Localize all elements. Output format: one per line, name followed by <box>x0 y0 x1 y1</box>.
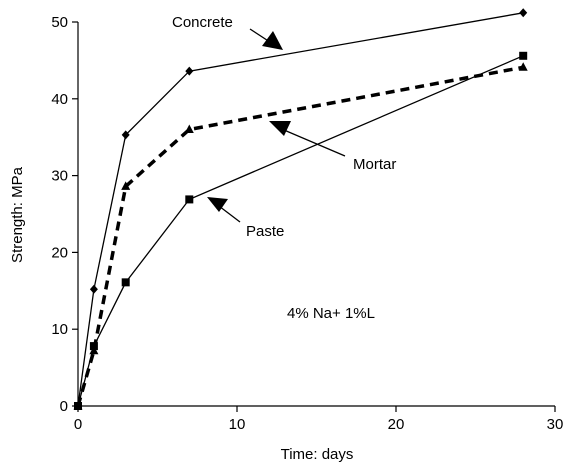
x-tick-label: 20 <box>388 416 405 433</box>
data-point-concrete <box>519 8 528 18</box>
data-point-paste <box>74 402 82 410</box>
x-ticks: 0 10 20 30 <box>74 406 564 433</box>
series-line-concrete <box>77 12 524 407</box>
y-tick-label: 20 <box>51 244 68 261</box>
x-axis-label: Time: days <box>281 446 354 463</box>
series-layer <box>76 12 524 407</box>
label-arrows <box>207 28 346 223</box>
y-axis-label: Strength: MPa <box>9 166 26 263</box>
y-tick-label: 50 <box>51 14 68 31</box>
x-tick-label: 10 <box>229 416 246 433</box>
series-label-concrete: Concrete <box>172 14 233 31</box>
x-tick-label: 30 <box>547 416 564 433</box>
chart-annotation: 4% Na+ 1%L <box>287 305 375 322</box>
data-point-mortar <box>518 62 528 71</box>
marker-layer <box>73 8 528 411</box>
mortar-label-arrowhead <box>269 121 291 136</box>
data-point-paste <box>519 51 528 60</box>
y-tick-label: 40 <box>51 91 68 108</box>
paste-label-arrowhead <box>207 197 228 212</box>
mortar-label-arrow-shaft <box>276 126 346 157</box>
y-ticks: 0 10 20 30 40 50 <box>51 14 78 415</box>
series-line-mortar <box>76 65 524 407</box>
data-point-paste <box>185 195 194 204</box>
data-point-paste <box>89 342 98 351</box>
data-point-mortar <box>121 181 131 190</box>
y-tick-label: 30 <box>51 168 68 185</box>
series-label-mortar: Mortar <box>353 156 396 173</box>
concrete-label-arrowhead <box>262 31 283 50</box>
y-tick-label: 0 <box>60 398 68 415</box>
x-tick-label: 0 <box>74 416 82 433</box>
data-point-concrete <box>121 130 130 140</box>
data-point-mortar <box>184 124 194 134</box>
data-point-paste <box>121 278 130 287</box>
y-tick-label: 10 <box>51 321 68 338</box>
data-point-concrete <box>185 66 194 76</box>
series-label-paste: Paste <box>246 223 284 240</box>
axes <box>77 22 555 407</box>
data-point-concrete <box>89 284 98 294</box>
